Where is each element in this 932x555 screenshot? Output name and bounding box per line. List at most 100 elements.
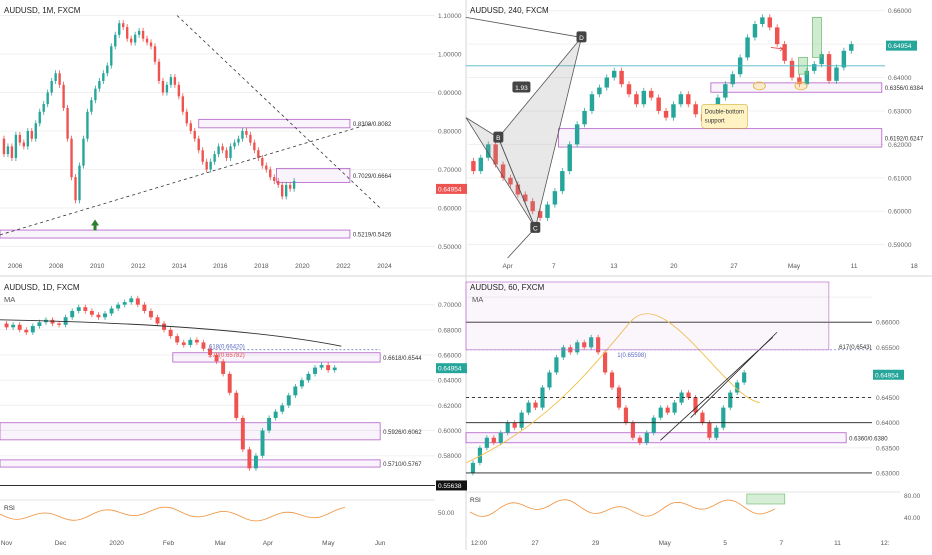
p1-xtick-7: 2020 bbox=[295, 263, 310, 270]
p1-candle-body bbox=[54, 73, 57, 81]
p3-candle-body bbox=[201, 342, 206, 349]
p3-candle-body bbox=[240, 417, 245, 450]
p1-xtick-9: 2024 bbox=[377, 263, 392, 270]
p1-xtick-4: 2014 bbox=[172, 263, 187, 270]
p2-harmonic-bcd bbox=[497, 37, 582, 230]
p1-candle-body bbox=[241, 131, 244, 139]
p2-ytick-2: 0.64000 bbox=[888, 75, 912, 82]
p4-candle-body bbox=[623, 407, 629, 423]
p2-ratio-label: 1.93 bbox=[515, 85, 528, 92]
pane4-ma-label[interactable]: MA bbox=[472, 295, 484, 304]
p1-xtick-3: 2012 bbox=[131, 263, 146, 270]
p3-candle-body bbox=[57, 323, 62, 325]
p4-candle-body bbox=[470, 462, 476, 473]
p2-candle-body bbox=[560, 171, 565, 192]
p2-bottom-circle-2 bbox=[794, 81, 808, 91]
p1-candle-body bbox=[233, 142, 236, 147]
p1-candle-body bbox=[102, 73, 105, 81]
p1-candle-body bbox=[253, 142, 256, 151]
p3-low-badge-text: 0.55638 bbox=[438, 483, 462, 490]
p1-candle-body bbox=[34, 123, 37, 139]
p3-zone-1 bbox=[0, 422, 381, 441]
p1-candle-body bbox=[26, 131, 30, 147]
p4-candles bbox=[470, 334, 747, 476]
p4-rsi-label: RSI bbox=[470, 497, 481, 504]
p3-candle-body bbox=[142, 304, 147, 311]
p3-moving-average bbox=[0, 319, 342, 347]
p2-candle-body bbox=[597, 87, 602, 95]
p3-zone-2 bbox=[0, 459, 381, 468]
p4-ytick-3: 0.64000 bbox=[876, 420, 900, 427]
p1-candle-body bbox=[114, 34, 117, 47]
p2-price-badge-text: 0.64954 bbox=[888, 43, 912, 50]
p1-price-badge bbox=[436, 183, 467, 194]
p3-candle-body bbox=[253, 455, 258, 469]
p3-candle-body bbox=[299, 380, 304, 387]
p2-candle-body bbox=[523, 194, 528, 202]
p3-candle-body bbox=[103, 313, 107, 318]
p2-candle-body bbox=[797, 77, 802, 85]
p2-candle-body bbox=[574, 124, 580, 145]
p1-ytick-6: 0.50000 bbox=[438, 244, 462, 251]
pane1-title: AUDUSD, 1M, FXCM bbox=[4, 6, 81, 15]
p1-price-badge-text: 0.64954 bbox=[438, 186, 462, 193]
pane3-ma-label[interactable]: MA bbox=[4, 295, 16, 304]
p2-zone-1 bbox=[558, 128, 883, 148]
p4-zone-0 bbox=[465, 432, 847, 444]
p2-candle-body bbox=[849, 44, 854, 51]
p1-candle-body bbox=[110, 46, 113, 66]
p2-candle-body bbox=[804, 70, 810, 85]
p4-candle-body bbox=[735, 382, 740, 393]
p3-candle-body bbox=[83, 307, 88, 311]
p4-xtick-7: 12: bbox=[881, 540, 890, 547]
p2-candle-body bbox=[819, 54, 824, 65]
p2-ratio-box bbox=[512, 81, 531, 93]
p1-ytick-3: 0.80000 bbox=[438, 129, 462, 136]
p2-candle-body bbox=[774, 27, 780, 45]
p2-harmonic-tail bbox=[507, 227, 536, 259]
p3-candle-body bbox=[267, 417, 272, 431]
p1-candle-body bbox=[82, 138, 85, 166]
p4-rsi-tick-80: 80.00 bbox=[904, 493, 921, 500]
p1-candle-body bbox=[22, 142, 26, 147]
p1-candle-body bbox=[173, 77, 177, 85]
p1-candle-body bbox=[46, 92, 49, 105]
p1-candle-body bbox=[153, 46, 157, 62]
p3-rsi-label: RSI bbox=[4, 505, 15, 512]
p1-candle-body bbox=[193, 131, 196, 139]
p2-pattern-label-0: B bbox=[496, 135, 500, 142]
p4-zone-label-0: 0.6360/0.6380 bbox=[849, 436, 888, 442]
p4-moving-average bbox=[465, 313, 760, 464]
p2-candle-body bbox=[789, 60, 795, 78]
p2-xtick-5: May bbox=[788, 263, 801, 270]
p4-candle-body bbox=[672, 402, 677, 413]
p2-xtick-1: 7 bbox=[552, 263, 556, 270]
p4-fib-label: 1(0.65598) bbox=[617, 353, 646, 359]
p4-xtick-6: 11 bbox=[834, 540, 841, 547]
p2-candle-body bbox=[567, 144, 572, 172]
p1-candle-body bbox=[70, 138, 73, 178]
p3-candle-body bbox=[273, 411, 278, 418]
p4-rsi-tick-40: 40.00 bbox=[904, 515, 921, 522]
p2-candle-body bbox=[641, 90, 647, 105]
p4-candle-body bbox=[742, 372, 747, 383]
p1-up-arrow-icon bbox=[91, 219, 100, 231]
p1-candle-body bbox=[169, 77, 173, 85]
p2-candle-body bbox=[693, 104, 698, 115]
p2-candle-body bbox=[760, 17, 765, 25]
p2-entry-box bbox=[798, 57, 808, 75]
p2-candle-body bbox=[626, 84, 632, 95]
p1-candle-body bbox=[141, 30, 145, 39]
p2-candle-body bbox=[604, 77, 610, 88]
p4-ytick-5: 0.63000 bbox=[876, 470, 900, 477]
p1-xtick-0: 2006 bbox=[8, 263, 23, 270]
p1-candle-body bbox=[118, 23, 121, 35]
p4-candle-body bbox=[700, 412, 705, 423]
p3-ytick-5: 0.60000 bbox=[438, 428, 462, 435]
p2-candle-body bbox=[752, 24, 758, 38]
p1-candle-body bbox=[86, 111, 89, 139]
p4-candle-body bbox=[519, 412, 524, 428]
p4-ytick-2: 0.64500 bbox=[876, 395, 900, 402]
p1-candle-body bbox=[78, 165, 81, 201]
